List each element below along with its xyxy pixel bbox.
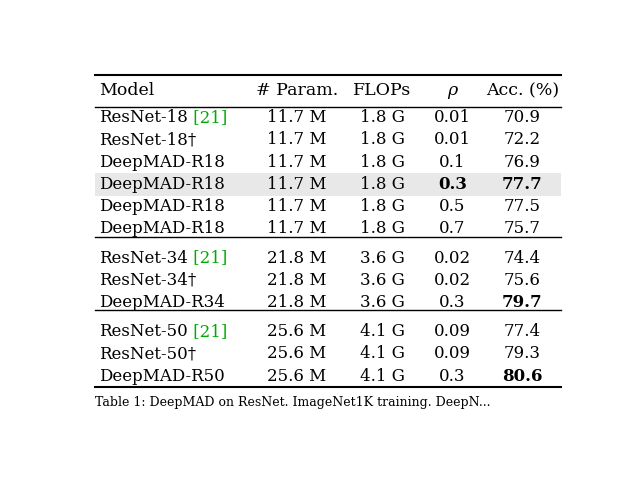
- Text: 0.5: 0.5: [439, 198, 465, 215]
- Text: 0.7: 0.7: [439, 221, 465, 238]
- Text: 74.4: 74.4: [504, 249, 541, 266]
- Text: 79.3: 79.3: [504, 346, 541, 363]
- Text: ResNet-34: ResNet-34: [99, 249, 188, 266]
- Text: 0.1: 0.1: [439, 154, 465, 171]
- Text: 25.6 M: 25.6 M: [268, 346, 326, 363]
- Bar: [95, 173, 561, 196]
- Text: 3.6 G: 3.6 G: [360, 294, 404, 311]
- Text: DeepMAD-R18: DeepMAD-R18: [99, 198, 225, 215]
- Text: 0.01: 0.01: [434, 131, 471, 148]
- Text: 4.1 G: 4.1 G: [360, 346, 405, 363]
- Text: 11.7 M: 11.7 M: [267, 109, 326, 126]
- Text: 79.7: 79.7: [502, 294, 543, 311]
- Text: # Param.: # Param.: [256, 82, 338, 99]
- Text: 11.7 M: 11.7 M: [267, 176, 326, 193]
- Text: DeepMAD-R34: DeepMAD-R34: [99, 294, 225, 311]
- Text: 75.7: 75.7: [504, 221, 541, 238]
- Text: 1.8 G: 1.8 G: [360, 109, 405, 126]
- Text: 3.6 G: 3.6 G: [360, 272, 404, 289]
- Text: 1.8 G: 1.8 G: [360, 176, 405, 193]
- Text: 1.8 G: 1.8 G: [360, 198, 405, 215]
- Text: 11.7 M: 11.7 M: [267, 131, 326, 148]
- Text: 0.02: 0.02: [434, 249, 471, 266]
- Text: 21.8 M: 21.8 M: [267, 294, 326, 311]
- Text: 21.8 M: 21.8 M: [267, 272, 326, 289]
- Text: 72.2: 72.2: [504, 131, 541, 148]
- Text: DeepMAD-R18: DeepMAD-R18: [99, 221, 225, 238]
- Text: 76.9: 76.9: [504, 154, 541, 171]
- Text: ResNet-18: ResNet-18: [99, 109, 188, 126]
- Text: 25.6 M: 25.6 M: [268, 323, 326, 340]
- Text: 77.4: 77.4: [504, 323, 541, 340]
- Text: FLOPs: FLOPs: [353, 82, 412, 99]
- Text: DeepMAD-R18: DeepMAD-R18: [99, 176, 225, 193]
- Text: 70.9: 70.9: [504, 109, 541, 126]
- Text: 11.7 M: 11.7 M: [267, 198, 326, 215]
- Text: ρ: ρ: [447, 82, 458, 99]
- Text: Table 1: DeepMAD on ResNet. ImageNet1K training. DeepN...: Table 1: DeepMAD on ResNet. ImageNet1K t…: [95, 396, 490, 409]
- Text: ResNet-34†: ResNet-34†: [99, 272, 196, 289]
- Text: 77.7: 77.7: [502, 176, 543, 193]
- Text: 11.7 M: 11.7 M: [267, 221, 326, 238]
- Text: 0.3: 0.3: [439, 294, 465, 311]
- Text: 4.1 G: 4.1 G: [360, 323, 405, 340]
- Text: 0.01: 0.01: [434, 109, 471, 126]
- Text: 75.6: 75.6: [504, 272, 541, 289]
- Text: 1.8 G: 1.8 G: [360, 154, 405, 171]
- Text: Model: Model: [99, 82, 154, 99]
- Text: 4.1 G: 4.1 G: [360, 368, 405, 384]
- Text: ResNet-18†: ResNet-18†: [99, 131, 196, 148]
- Text: [21]: [21]: [188, 323, 227, 340]
- Text: 0.09: 0.09: [434, 323, 471, 340]
- Text: Acc. (%): Acc. (%): [486, 82, 559, 99]
- Text: 1.8 G: 1.8 G: [360, 221, 405, 238]
- Text: 11.7 M: 11.7 M: [267, 154, 326, 171]
- Text: 0.02: 0.02: [434, 272, 471, 289]
- Text: 0.3: 0.3: [438, 176, 467, 193]
- Text: 77.5: 77.5: [504, 198, 541, 215]
- Text: DeepMAD-R50: DeepMAD-R50: [99, 368, 225, 384]
- Text: [21]: [21]: [188, 249, 227, 266]
- Text: ResNet-50†: ResNet-50†: [99, 346, 196, 363]
- Text: DeepMAD-R18: DeepMAD-R18: [99, 154, 225, 171]
- Text: [21]: [21]: [188, 109, 227, 126]
- Text: 3.6 G: 3.6 G: [360, 249, 404, 266]
- Text: 21.8 M: 21.8 M: [267, 249, 326, 266]
- Text: 80.6: 80.6: [502, 368, 543, 384]
- Text: 1.8 G: 1.8 G: [360, 131, 405, 148]
- Text: 25.6 M: 25.6 M: [268, 368, 326, 384]
- Text: 0.3: 0.3: [439, 368, 465, 384]
- Text: 0.09: 0.09: [434, 346, 471, 363]
- Text: ResNet-50: ResNet-50: [99, 323, 188, 340]
